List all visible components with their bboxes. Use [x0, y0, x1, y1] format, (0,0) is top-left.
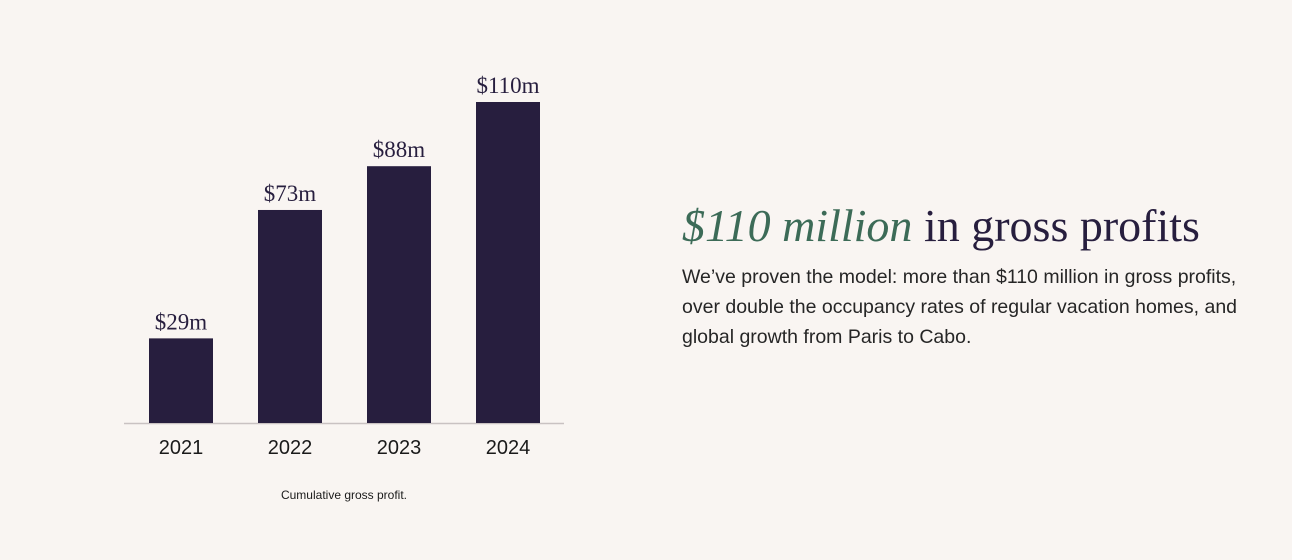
- x-tick-label-2022: 2022: [268, 437, 313, 459]
- x-tick-label-2021: 2021: [159, 437, 204, 459]
- headline: $110 million in gross profits: [682, 196, 1262, 256]
- data-label-2023: $88m: [373, 137, 426, 162]
- data-label-2024: $110m: [476, 73, 539, 98]
- bar-chart: $29m 2021 $73m 2022 $88m 2023 $110m 2024: [124, 73, 564, 459]
- bar-2022: [258, 209, 322, 423]
- bar-2021: [149, 338, 213, 423]
- headline-rest: in gross profits: [912, 200, 1200, 251]
- chart-caption: Cumulative gross profit.: [280, 488, 408, 502]
- x-tick-label-2024: 2024: [486, 437, 531, 459]
- data-label-2022: $73m: [264, 181, 317, 206]
- bar-2024: [476, 102, 540, 423]
- bar-2023: [367, 166, 431, 423]
- body-text: We’ve proven the model: more than $110 m…: [682, 266, 1238, 348]
- text-panel: $110 million in gross profits We’ve prov…: [682, 196, 1262, 352]
- x-tick-label-2023: 2023: [377, 437, 422, 459]
- data-label-2021: $29m: [155, 309, 208, 334]
- headline-accent: $110 million: [682, 200, 913, 251]
